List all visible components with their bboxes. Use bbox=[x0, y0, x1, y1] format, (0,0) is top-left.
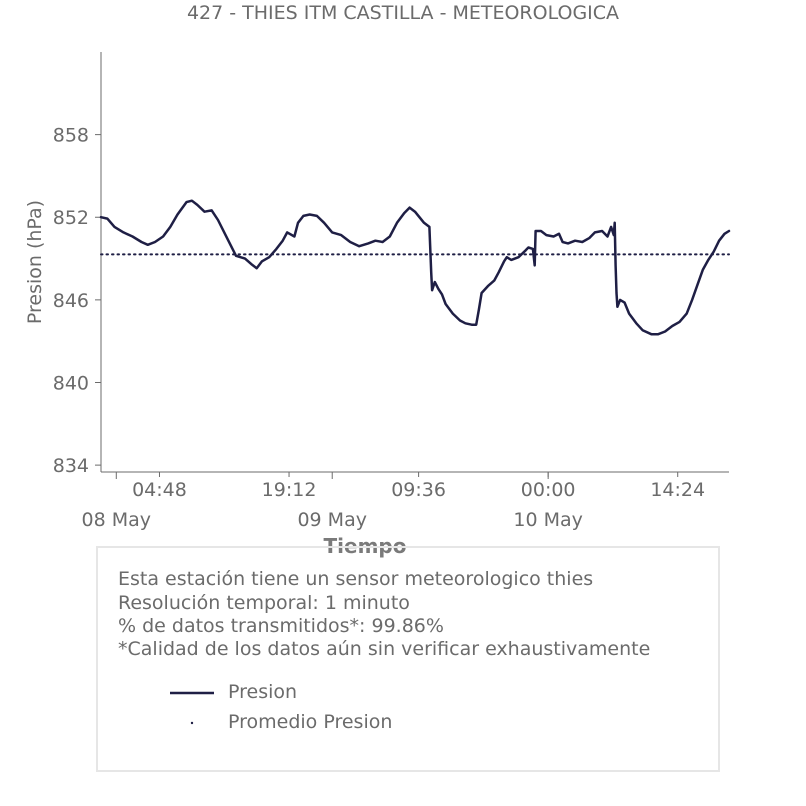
legend-item-presion: Presion bbox=[170, 681, 297, 705]
x-tick-label: 09:36 bbox=[391, 479, 446, 501]
x-tick-label: 19:12 bbox=[262, 479, 317, 501]
x-date-label: 10 May bbox=[513, 509, 583, 531]
legend-item-promedio: Promedio Presion bbox=[170, 711, 392, 735]
legend-dot-swatch bbox=[190, 721, 194, 725]
x-tick-label: 14:24 bbox=[650, 479, 705, 501]
info-line-resolution: Resolución temporal: 1 minuto bbox=[118, 592, 410, 614]
pressure-line-chart: 834 840 846 852 858 04:48 19:12 09:36 00:00 14:24… bbox=[24, 52, 731, 558]
info-line-transmitted: % de datos transmitidos*: 99.86% bbox=[118, 615, 444, 637]
y-tick-label: 834 bbox=[53, 455, 89, 477]
legend-line-swatch bbox=[170, 691, 214, 695]
y-axis-label: Presion (hPa) bbox=[24, 200, 46, 324]
x-date-label: 08 May bbox=[82, 509, 152, 531]
y-tick-label: 846 bbox=[53, 290, 89, 312]
y-tick-label: 840 bbox=[53, 372, 89, 394]
info-line-quality: *Calidad de los datos aún sin verificar … bbox=[118, 638, 651, 660]
x-date-label: 09 May bbox=[297, 509, 367, 531]
chart-title: 427 - THIES ITM CASTILLA - METEOROLOGICA bbox=[186, 2, 620, 24]
series-line-presion bbox=[99, 199, 731, 336]
info-box: Esta estación tiene un sensor meteorolog… bbox=[96, 546, 720, 772]
legend-label-presion: Presion bbox=[228, 681, 298, 703]
x-tick-label: 00:00 bbox=[521, 479, 576, 501]
y-tick-label: 858 bbox=[53, 125, 89, 147]
legend-label-promedio: Promedio Presion bbox=[228, 711, 393, 733]
y-tick-label: 852 bbox=[53, 207, 89, 229]
info-line-sensor: Esta estación tiene un sensor meteorolog… bbox=[118, 568, 594, 590]
x-tick-label: 04:48 bbox=[132, 479, 187, 501]
